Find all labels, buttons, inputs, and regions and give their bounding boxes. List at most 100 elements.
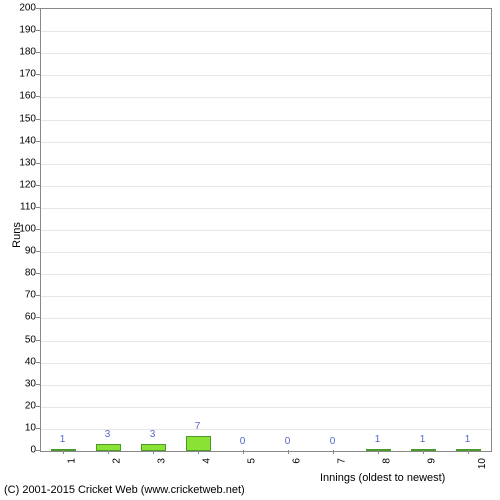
bar-value-label: 1 bbox=[60, 434, 66, 445]
bar-value-label: 3 bbox=[150, 429, 156, 440]
y-tick-mark bbox=[36, 52, 40, 53]
y-tick-mark bbox=[36, 96, 40, 97]
x-tick-mark bbox=[333, 450, 334, 454]
gridline bbox=[41, 318, 491, 319]
y-tick-label: 40 bbox=[12, 356, 36, 367]
x-tick-label: 10 bbox=[477, 458, 488, 469]
y-tick-label: 90 bbox=[12, 246, 36, 257]
y-tick-mark bbox=[36, 450, 40, 451]
y-tick-mark bbox=[36, 119, 40, 120]
bar-value-label: 0 bbox=[285, 436, 291, 447]
y-tick-label: 140 bbox=[12, 135, 36, 146]
x-tick-label: 2 bbox=[111, 458, 122, 464]
x-tick-mark bbox=[288, 450, 289, 454]
y-tick-label: 70 bbox=[12, 290, 36, 301]
x-tick-label: 4 bbox=[201, 458, 212, 464]
x-axis-label: Innings (oldest to newest) bbox=[320, 472, 445, 484]
y-tick-label: 190 bbox=[12, 25, 36, 36]
gridline bbox=[41, 31, 491, 32]
y-tick-mark bbox=[36, 317, 40, 318]
y-tick-label: 180 bbox=[12, 47, 36, 58]
x-tick-mark bbox=[468, 450, 469, 454]
gridline bbox=[41, 186, 491, 187]
y-tick-label: 160 bbox=[12, 91, 36, 102]
gridline bbox=[41, 75, 491, 76]
y-tick-label: 30 bbox=[12, 378, 36, 389]
y-tick-mark bbox=[36, 8, 40, 9]
y-tick-label: 0 bbox=[12, 445, 36, 456]
chart-container: Runs Innings (oldest to newest) (C) 2001… bbox=[0, 0, 500, 500]
bar-value-label: 0 bbox=[240, 436, 246, 447]
bar bbox=[186, 436, 211, 451]
y-tick-label: 80 bbox=[12, 268, 36, 279]
x-tick-label: 1 bbox=[66, 458, 77, 464]
y-tick-label: 200 bbox=[12, 3, 36, 14]
gridline bbox=[41, 53, 491, 54]
x-tick-mark bbox=[108, 450, 109, 454]
gridline bbox=[41, 385, 491, 386]
y-tick-mark bbox=[36, 229, 40, 230]
gridline bbox=[41, 97, 491, 98]
bar-value-label: 7 bbox=[195, 421, 201, 432]
y-tick-mark bbox=[36, 74, 40, 75]
gridline bbox=[41, 164, 491, 165]
x-tick-label: 6 bbox=[291, 458, 302, 464]
y-tick-label: 60 bbox=[12, 312, 36, 323]
y-tick-mark bbox=[36, 207, 40, 208]
bar bbox=[456, 449, 481, 451]
y-tick-label: 100 bbox=[12, 224, 36, 235]
y-tick-mark bbox=[36, 428, 40, 429]
bar-value-label: 0 bbox=[330, 436, 336, 447]
plot-area bbox=[40, 8, 492, 452]
y-tick-label: 170 bbox=[12, 69, 36, 80]
x-tick-label: 5 bbox=[246, 458, 257, 464]
x-tick-mark bbox=[243, 450, 244, 454]
bar-value-label: 3 bbox=[105, 429, 111, 440]
gridline bbox=[41, 142, 491, 143]
gridline bbox=[41, 208, 491, 209]
y-tick-mark bbox=[36, 406, 40, 407]
y-tick-label: 50 bbox=[12, 334, 36, 345]
bar bbox=[411, 449, 436, 451]
y-tick-mark bbox=[36, 30, 40, 31]
gridline bbox=[41, 252, 491, 253]
x-tick-label: 9 bbox=[426, 458, 437, 464]
gridline bbox=[41, 407, 491, 408]
y-tick-mark bbox=[36, 273, 40, 274]
x-tick-label: 8 bbox=[381, 458, 392, 464]
gridline bbox=[41, 363, 491, 364]
x-tick-label: 3 bbox=[156, 458, 167, 464]
y-tick-label: 110 bbox=[12, 201, 36, 212]
x-tick-mark bbox=[198, 450, 199, 454]
bar-value-label: 1 bbox=[420, 434, 426, 445]
y-tick-mark bbox=[36, 362, 40, 363]
bar bbox=[51, 449, 76, 451]
gridline bbox=[41, 341, 491, 342]
bar bbox=[96, 444, 121, 451]
y-tick-label: 10 bbox=[12, 422, 36, 433]
x-tick-mark bbox=[63, 450, 64, 454]
y-tick-label: 150 bbox=[12, 113, 36, 124]
y-tick-mark bbox=[36, 163, 40, 164]
y-tick-label: 130 bbox=[12, 157, 36, 168]
bar-value-label: 1 bbox=[465, 434, 471, 445]
bar bbox=[366, 449, 391, 451]
y-tick-mark bbox=[36, 340, 40, 341]
x-tick-mark bbox=[153, 450, 154, 454]
x-tick-label: 7 bbox=[336, 458, 347, 464]
x-tick-mark bbox=[423, 450, 424, 454]
bar bbox=[141, 444, 166, 451]
y-tick-label: 120 bbox=[12, 179, 36, 190]
copyright-text: (C) 2001-2015 Cricket Web (www.cricketwe… bbox=[4, 484, 245, 496]
gridline bbox=[41, 296, 491, 297]
gridline bbox=[41, 274, 491, 275]
gridline bbox=[41, 120, 491, 121]
y-tick-mark bbox=[36, 295, 40, 296]
y-tick-mark bbox=[36, 384, 40, 385]
bar-value-label: 1 bbox=[375, 434, 381, 445]
y-tick-mark bbox=[36, 141, 40, 142]
y-tick-label: 20 bbox=[12, 400, 36, 411]
y-tick-mark bbox=[36, 185, 40, 186]
x-tick-mark bbox=[378, 450, 379, 454]
gridline bbox=[41, 230, 491, 231]
